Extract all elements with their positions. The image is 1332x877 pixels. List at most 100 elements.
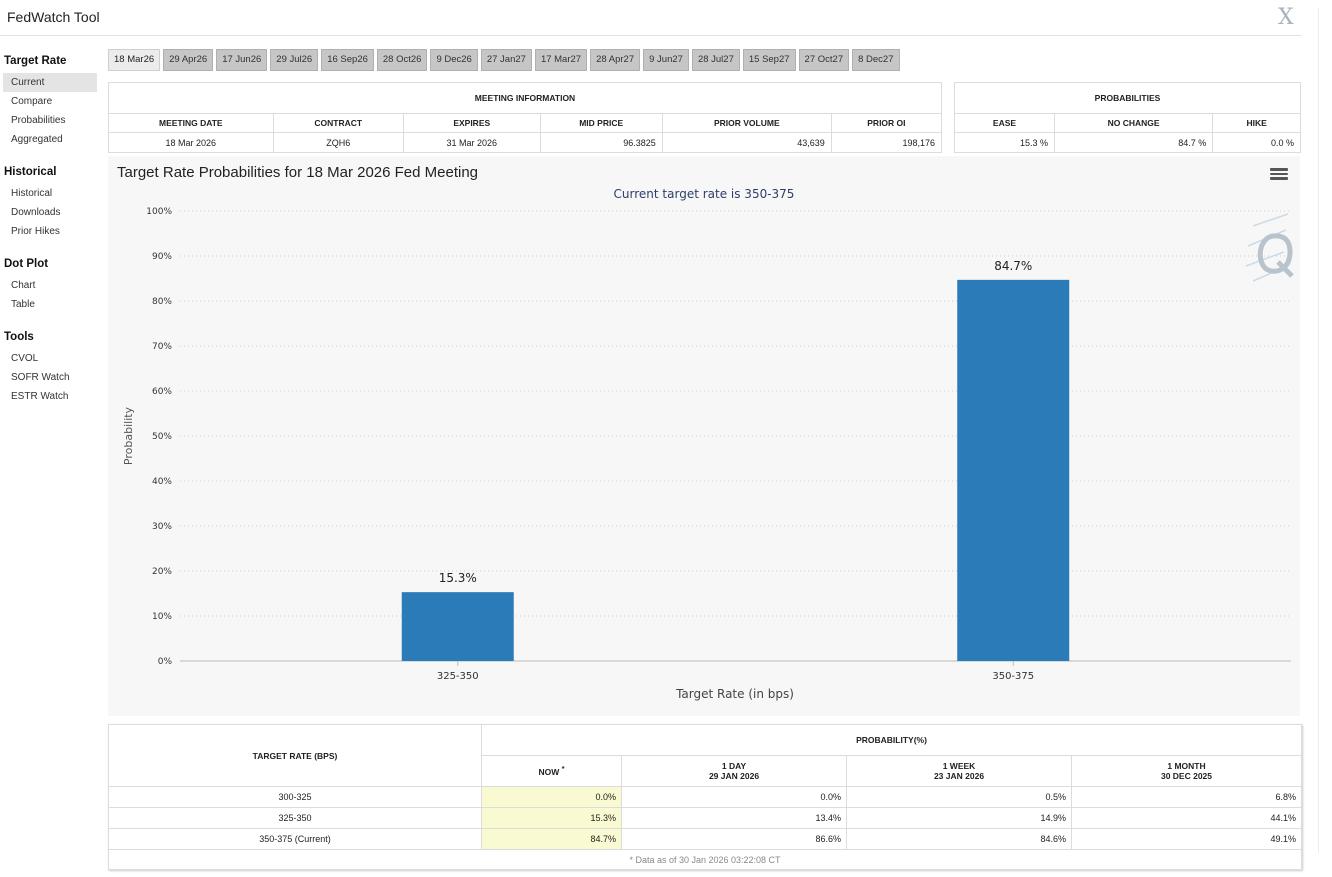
rate-cell: 325-350 [108, 807, 482, 829]
hike-cell: 0.0 % [1212, 132, 1301, 153]
scrollbar[interactable] [1314, 0, 1332, 877]
value-cell: 15.3% [481, 807, 622, 829]
meeting-information-table: MEETING INFORMATION MEETING DATE CONTRAC… [108, 82, 943, 153]
target-rate-header: TARGET RATE (BPS) [108, 724, 482, 787]
bar-350-375 [957, 279, 1070, 661]
sidebar-item-probabilities[interactable]: Probabilities [11, 115, 66, 126]
footnote-mark: * [561, 765, 565, 774]
y-tick-label: 20% [152, 567, 172, 577]
sidebar-heading: Tools [4, 331, 34, 343]
tab-meeting-15-sep27[interactable]: 15 Sep27 [742, 49, 796, 71]
scrollbar-thumb[interactable] [1318, 8, 1328, 853]
table-row: 350-375 (Current) 84.7% 86.6% 84.6% 49.1… [108, 828, 1302, 850]
sidebar-item-compare[interactable]: Compare [11, 96, 53, 107]
y-tick-label: 100% [146, 207, 172, 217]
sidebar-item-historical[interactable]: Historical [11, 188, 53, 199]
meeting-information-title: MEETING INFORMATION [108, 82, 942, 114]
bar-325-350 [401, 592, 514, 661]
chart-container: Target Rate Probabilities for 18 Mar 202… [108, 156, 1300, 716]
chart: Target Rate Probabilities for 18 Mar 202… [117, 164, 1294, 701]
y-tick-label: 10% [152, 612, 172, 622]
tab-meeting-28-apr27[interactable]: 28 Apr27 [590, 49, 641, 71]
sidebar-section-tools: Tools CVOL SOFR Watch ESTR Watch [0, 324, 100, 406]
column-header-label: NOW [538, 766, 560, 777]
column-header: HIKE [1212, 113, 1301, 133]
sidebar-item-current[interactable]: Current [3, 73, 97, 92]
expires-cell: 31 Mar 2026 [402, 132, 541, 153]
value-cell: 0.0% [621, 786, 847, 808]
tab-meeting-28-oct26[interactable]: 28 Oct26 [376, 49, 428, 71]
tab-meeting-16-sep26[interactable]: 16 Sep26 [321, 49, 374, 71]
tab-meeting-9-jun27[interactable]: 9 Jun27 [643, 49, 689, 71]
value-cell: 84.6% [846, 828, 1072, 850]
tab-meeting-18-mar26[interactable]: 18 Mar26 [108, 49, 161, 71]
column-header-1-day: 1 DAY 29 JAN 2026 [621, 755, 847, 787]
sidebar-item-chart[interactable]: Chart [11, 280, 36, 291]
y-tick-label: 60% [152, 387, 172, 397]
meeting-date-cell: 18 Mar 2026 [108, 132, 274, 153]
prior-oi-cell: 198,176 [830, 132, 943, 153]
column-header: EASE [954, 113, 1055, 133]
tab-meeting-17-mar27[interactable]: 17 Mar27 [534, 49, 588, 71]
meeting-tabs: 18 Mar26 29 Apr26 17 Jun26 29 Jul26 16 Sep26… [108, 49, 903, 71]
tab-meeting-27-jan27[interactable]: 27 Jan27 [480, 49, 532, 71]
probabilities-title: PROBABILITIES [954, 82, 1301, 114]
value-cell: 86.6% [621, 828, 847, 850]
sidebar-item-estr-watch[interactable]: ESTR Watch [11, 391, 69, 402]
y-tick-label: 80% [152, 297, 172, 307]
contract-cell: ZQH6 [272, 132, 404, 153]
tab-meeting-9-dec26[interactable]: 9 Dec26 [430, 49, 478, 71]
value-cell: 0.0% [481, 786, 622, 808]
column-header-1-month: 1 MONTH 30 DEC 2025 [1071, 755, 1302, 787]
tab-meeting-8-dec27[interactable]: 8 Dec27 [852, 49, 900, 71]
close-icon[interactable]: X [1278, 5, 1294, 30]
no-change-cell: 84.7 % [1053, 132, 1214, 153]
value-cell: 49.1% [1071, 828, 1302, 850]
x-tick-label: 350-375 [992, 671, 1034, 682]
column-header: MEETING DATE [108, 113, 274, 133]
sidebar-item-cvol[interactable]: CVOL [11, 353, 39, 364]
sidebar-section-historical: Historical Historical Downloads Prior Hi… [0, 159, 100, 241]
y-tick-label: 90% [152, 252, 172, 262]
app-header: FedWatch Tool X [0, 0, 1302, 36]
tab-meeting-29-jul26[interactable]: 29 Jul26 [270, 49, 319, 71]
menu-icon[interactable] [1270, 166, 1288, 182]
y-axis-title: Probability [122, 406, 135, 465]
sidebar-section-dot-plot: Dot Plot Chart Table [0, 251, 100, 314]
sidebar-item-prior-hikes[interactable]: Prior Hikes [11, 226, 60, 237]
column-header-label: 1 DAY [721, 761, 747, 771]
value-cell: 44.1% [1071, 807, 1302, 829]
y-tick-label: 50% [152, 432, 172, 442]
column-header-label: 1 MONTH [1167, 761, 1206, 771]
ease-cell: 15.3 % [954, 132, 1055, 153]
sidebar-item-sofr-watch[interactable]: SOFR Watch [11, 372, 70, 383]
tab-meeting-17-jun26[interactable]: 17 Jun26 [216, 49, 268, 71]
value-cell: 14.9% [846, 807, 1072, 829]
rate-cell: 350-375 (Current) [108, 828, 482, 850]
value-cell: 6.8% [1071, 786, 1302, 808]
column-header: MID PRICE [539, 113, 663, 133]
tab-meeting-27-oct27[interactable]: 27 Oct27 [798, 49, 850, 71]
mid-price-cell: 96.3825 [539, 132, 663, 153]
rate-cell: 300-325 [108, 786, 482, 808]
column-header: CONTRACT [272, 113, 404, 133]
sidebar-item-aggregated[interactable]: Aggregated [11, 134, 63, 145]
sidebar-item-downloads[interactable]: Downloads [11, 207, 61, 218]
sidebar-section-target-rate: Target Rate Current Compare Probabilitie… [0, 48, 100, 149]
app-title: FedWatch Tool [7, 9, 100, 25]
y-tick-label: 0% [158, 657, 173, 667]
column-header: NO CHANGE [1053, 113, 1214, 133]
column-header: EXPIRES [402, 113, 541, 133]
tab-meeting-28-jul27[interactable]: 28 Jul27 [691, 49, 740, 71]
probabilities-table: PROBABILITIES EASE NO CHANGE HIKE 15.3 %… [954, 82, 1301, 153]
y-tick-label: 40% [152, 477, 172, 487]
column-header: PRIOR OI [830, 113, 943, 133]
data-timestamp-note: * Data as of 30 Jan 2026 03:22:08 CT [108, 849, 1302, 870]
tab-meeting-29-apr26[interactable]: 29 Apr26 [163, 49, 214, 71]
sidebar-heading: Target Rate [4, 55, 67, 67]
value-cell: 84.7% [481, 828, 622, 850]
column-header-now: NOW * [481, 755, 622, 787]
column-header-1-week: 1 WEEK 23 JAN 2026 [846, 755, 1072, 787]
value-cell: 0.5% [846, 786, 1072, 808]
sidebar-item-table[interactable]: Table [11, 299, 35, 310]
